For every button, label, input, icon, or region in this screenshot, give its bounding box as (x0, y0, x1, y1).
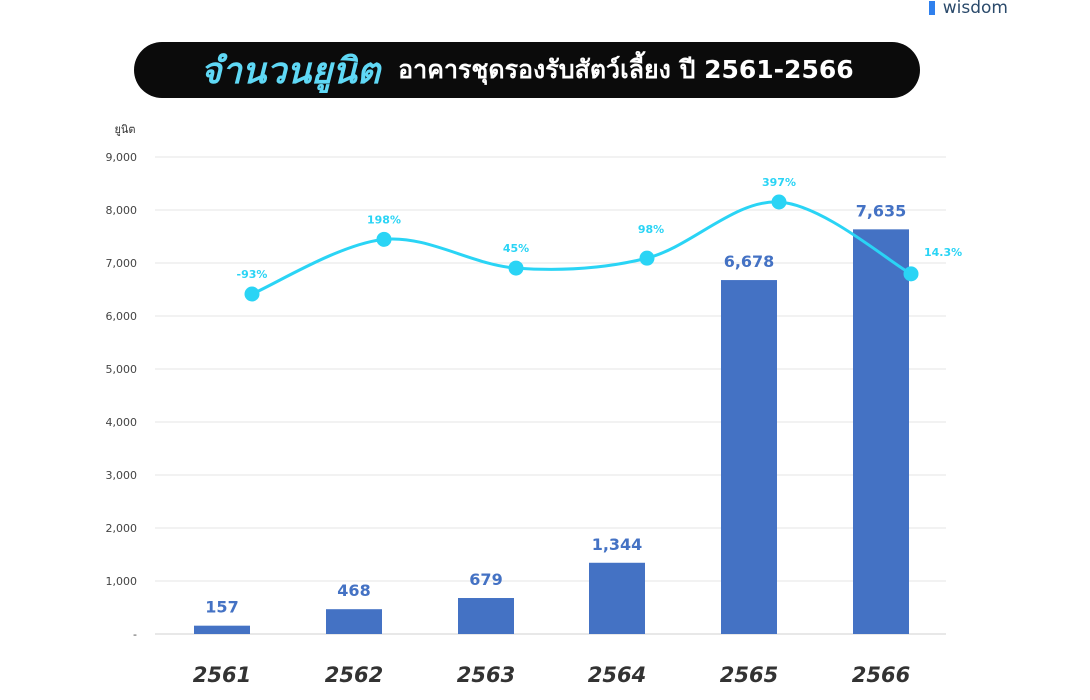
growth-data-label: 98% (638, 223, 664, 236)
growth-data-label: 45% (503, 242, 529, 255)
growth-point (376, 231, 392, 247)
bar (853, 229, 909, 634)
growth-data-label: -93% (237, 268, 268, 281)
bar-data-label: 6,678 (724, 252, 775, 271)
growth-point (244, 286, 260, 302)
chart-title-main: จำนวนยูนิต (200, 50, 381, 92)
y-tick-label: 3,000 (106, 469, 138, 482)
y-tick-label: 7,000 (106, 257, 138, 270)
x-tick-label: 2563 (457, 663, 515, 687)
y-tick-label: 4,000 (106, 416, 138, 429)
growth-point (508, 260, 524, 276)
x-tick-label: 2564 (588, 663, 646, 687)
bar-data-label: 1,344 (592, 535, 643, 554)
x-tick-label: 2566 (852, 663, 910, 687)
bar (458, 598, 514, 634)
growth-data-label: 198% (367, 213, 401, 226)
bar-data-label: 157 (205, 598, 238, 617)
x-tick-label: 2562 (325, 663, 383, 687)
chart-title-sub: อาคารชุดรองรับสัตว์เลี้ยง ปี 2561-2566 (398, 55, 854, 84)
brand-mark-icon (928, 1, 935, 15)
growth-line (251, 200, 912, 296)
brand-name: wisdom (942, 0, 1008, 18)
growth-point (771, 194, 787, 210)
bar-data-label: 468 (337, 581, 370, 600)
y-tick-label: 1,000 (106, 575, 138, 588)
bar (194, 625, 250, 634)
y-tick-label: 5,000 (106, 363, 138, 376)
bar-data-label: 679 (469, 570, 502, 589)
bar (326, 609, 382, 634)
bar-data-label: 7,635 (856, 201, 907, 220)
chart-title: จำนวนยูนิต อาคารชุดรองรับสัตว์เลี้ยง ปี … (134, 42, 920, 98)
y-axis-title: ยูนิต (114, 123, 135, 136)
growth-data-label: 397% (762, 176, 796, 189)
y-tick-label: 9,000 (106, 151, 138, 164)
y-tick-label: - (133, 628, 137, 641)
y-tick-label: 8,000 (106, 204, 138, 217)
brand-logo: wisdom (928, 0, 1008, 18)
growth-data-label: 14.3% (924, 246, 962, 259)
bar (589, 562, 645, 634)
growth-point (639, 250, 655, 266)
y-tick-label: 6,000 (106, 310, 138, 323)
x-tick-label: 2561 (193, 663, 251, 687)
bar (721, 280, 777, 634)
y-tick-label: 2,000 (106, 522, 138, 535)
x-tick-label: 2565 (720, 663, 778, 687)
growth-point (903, 266, 919, 282)
